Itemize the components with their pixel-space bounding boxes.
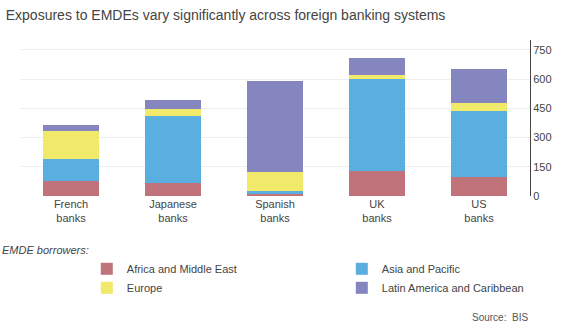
svg-text:150: 150 [533, 161, 551, 173]
svg-text:750: 750 [533, 44, 551, 56]
svg-text:450: 450 [533, 102, 551, 114]
svg-text:Spanishbanks: Spanishbanks [255, 198, 295, 224]
svg-text:600: 600 [533, 73, 551, 85]
svg-text:USbanks: USbanks [464, 198, 494, 224]
svg-text:UKbanks: UKbanks [362, 198, 392, 224]
svg-text:Frenchbanks: Frenchbanks [54, 198, 88, 224]
svg-text:Japanesebanks: Japanesebanks [149, 198, 197, 224]
svg-text:EMDE borrowers:: EMDE borrowers: [2, 244, 89, 256]
svg-text:0: 0 [533, 190, 539, 202]
svg-text:Asia and Pacific: Asia and Pacific [382, 263, 461, 275]
svg-text:Source: BIS: Source: BIS [472, 312, 528, 323]
svg-text:Europe: Europe [127, 282, 162, 294]
svg-text:Latin America and Caribbean: Latin America and Caribbean [382, 282, 524, 294]
svg-text:300: 300 [533, 131, 551, 143]
svg-text:Exposures to EMDEs vary signif: Exposures to EMDEs vary significantly ac… [6, 7, 446, 23]
svg-text:Africa and Middle East: Africa and Middle East [127, 263, 237, 275]
